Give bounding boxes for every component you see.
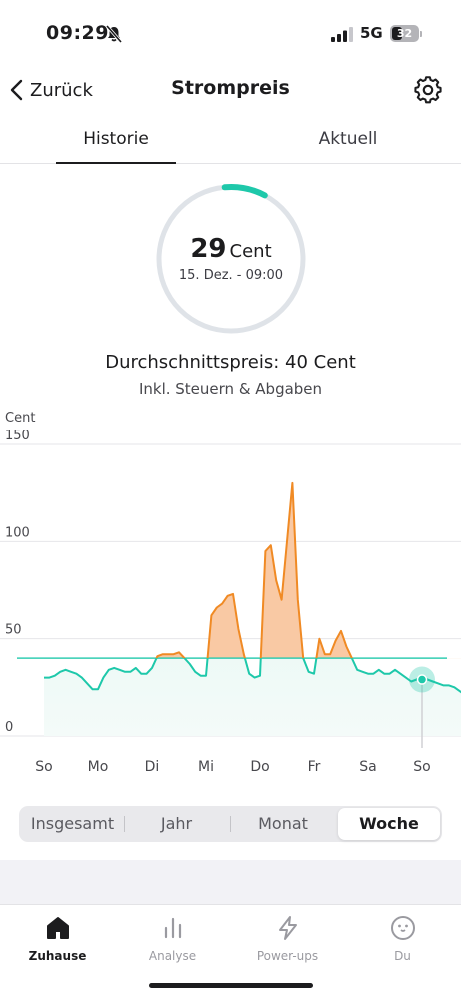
home-icon xyxy=(47,917,69,939)
segment-monat[interactable]: Monat xyxy=(258,814,308,833)
tab-power-ups[interactable]: Power-ups xyxy=(230,911,345,967)
gauge-datetime: 15. Dez. - 09:00 xyxy=(178,268,284,283)
x-tick-label: Di xyxy=(145,759,160,775)
signal-icon xyxy=(331,27,353,42)
back-button[interactable]: Zurück xyxy=(8,74,93,106)
current-marker xyxy=(416,674,428,685)
gauge-unit: Cent xyxy=(229,241,272,262)
segment-insgesamt[interactable]: Insgesamt xyxy=(30,814,115,833)
battery-level: 32 xyxy=(396,27,413,40)
segment-jahr[interactable]: Jahr xyxy=(160,814,193,833)
price-line-low xyxy=(44,658,461,694)
navigation-bar: Zurück Strompreis xyxy=(0,70,461,110)
tab-historie[interactable]: Historie xyxy=(56,116,176,164)
home-indicator xyxy=(149,983,313,988)
tab-bar-top: Historie Aktuell xyxy=(0,116,461,164)
segment-divider xyxy=(230,816,231,832)
status-bar: 09:29 5G 32 xyxy=(0,0,461,70)
segment-divider xyxy=(124,816,125,832)
tab-aktuell[interactable]: Aktuell xyxy=(318,129,378,149)
battery-icon: 32 xyxy=(390,25,422,43)
price-gauge xyxy=(156,184,306,334)
tab-zuhause-label: Zuhause xyxy=(28,949,87,963)
lightning-icon xyxy=(279,916,297,940)
x-tick-label: Mo xyxy=(88,759,109,775)
x-tick-label: So xyxy=(413,759,430,775)
x-tick-label: Fr xyxy=(308,759,321,775)
price-line-high xyxy=(155,481,353,659)
tab-zuhause[interactable]: Zuhause xyxy=(0,911,115,967)
y-tick-label-0: 0 xyxy=(5,720,13,735)
price-area-high xyxy=(44,482,461,659)
x-tick-label: Sa xyxy=(359,759,376,775)
tab-analyse[interactable]: Analyse xyxy=(115,911,230,967)
price-area-low xyxy=(44,658,461,736)
bell-muted-icon xyxy=(105,24,123,44)
status-time: 09:29 xyxy=(46,22,109,44)
y-tick-label-150: 150 xyxy=(5,430,30,443)
chart-y-unit: Cent xyxy=(5,411,36,426)
price-chart[interactable]: 0 50 100 150 So Mo Di Mi Do Fr Sa So xyxy=(0,430,461,780)
time-range-selector: Insgesamt Jahr Monat Woche xyxy=(19,806,442,842)
chevron-left-icon xyxy=(10,79,23,101)
gauge-progress-arc xyxy=(221,184,268,199)
content-footer-band xyxy=(0,860,461,904)
average-price: Durchschnittspreis: 40 Cent xyxy=(105,352,356,373)
average-subtitle: Inkl. Steuern & Abgaben xyxy=(138,380,323,398)
gear-icon[interactable] xyxy=(412,74,444,106)
x-tick-label: Mi xyxy=(198,759,214,775)
gauge-value: 29 Cent xyxy=(155,234,307,264)
y-tick-label-100: 100 xyxy=(5,525,30,540)
x-tick-label: Do xyxy=(250,759,269,775)
bottom-tab-bar: Zuhause Analyse Power-ups Du xyxy=(0,904,461,1000)
tab-du-label: Du xyxy=(394,949,411,963)
tab-du[interactable]: Du xyxy=(345,911,460,967)
bar-chart-icon xyxy=(164,917,182,939)
tab-power-ups-label: Power-ups xyxy=(256,949,319,963)
segment-woche[interactable]: Woche xyxy=(338,808,440,840)
x-tick-label: So xyxy=(35,759,52,775)
network-label: 5G xyxy=(360,24,383,42)
face-icon xyxy=(391,916,415,940)
gauge-number: 29 xyxy=(190,234,227,264)
back-label: Zurück xyxy=(30,79,93,101)
page-title: Strompreis xyxy=(171,77,290,99)
y-tick-label-50: 50 xyxy=(5,623,22,638)
tab-analyse-label: Analyse xyxy=(148,949,197,963)
